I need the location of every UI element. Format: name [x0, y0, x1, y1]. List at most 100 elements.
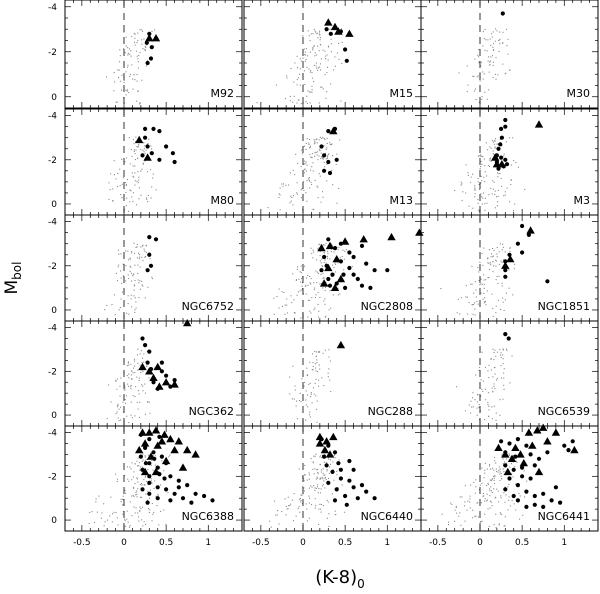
background-star [492, 255, 494, 257]
background-star [323, 300, 325, 302]
background-star [89, 511, 91, 513]
variable-star-triangle [330, 22, 340, 31]
background-star [474, 188, 476, 190]
background-star [480, 395, 482, 397]
background-star [328, 153, 330, 155]
background-star [137, 58, 139, 60]
variable-star-dot [147, 491, 152, 496]
background-star [138, 465, 140, 467]
variable-star-triangle [157, 437, 167, 445]
background-star [134, 159, 136, 161]
background-star [111, 304, 113, 306]
background-star [123, 31, 125, 33]
variable-star-dot [524, 443, 529, 448]
background-star [513, 503, 515, 505]
variable-star-triangle [528, 441, 537, 449]
background-star [512, 476, 514, 478]
background-star [304, 168, 306, 170]
background-star [282, 305, 284, 307]
background-star [325, 58, 327, 60]
background-star [314, 179, 316, 181]
background-star [489, 165, 491, 167]
variable-star-dot [351, 272, 356, 277]
background-star [498, 523, 500, 525]
background-star [493, 405, 495, 407]
background-star [133, 496, 135, 498]
background-star [491, 492, 493, 494]
background-star [298, 400, 300, 402]
background-star [490, 160, 492, 162]
background-star [136, 493, 138, 495]
background-star [132, 78, 134, 80]
background-star [489, 495, 491, 497]
background-star [304, 464, 306, 466]
panel-frame [420, 0, 599, 109]
background-star [344, 250, 346, 252]
variable-star-dot [499, 135, 504, 140]
background-star [129, 53, 131, 55]
background-star [144, 45, 146, 47]
background-star [487, 258, 489, 260]
variable-star-dot [159, 360, 164, 365]
y-tick-label: 0 [51, 306, 57, 316]
background-star [324, 259, 326, 261]
background-star [133, 176, 135, 178]
background-star [130, 266, 132, 268]
background-star [501, 454, 503, 456]
background-star [317, 484, 319, 486]
background-star [341, 256, 343, 258]
background-star [494, 40, 496, 42]
background-star [314, 55, 316, 57]
background-star [494, 190, 496, 192]
background-star [313, 143, 315, 145]
background-star [491, 478, 493, 480]
background-star [324, 477, 326, 479]
background-star [152, 455, 154, 457]
variable-star-dot [145, 60, 150, 66]
background-star [329, 379, 331, 381]
background-star [284, 498, 286, 500]
background-star [137, 408, 139, 410]
background-star [334, 56, 336, 58]
background-star [131, 251, 133, 253]
background-star [141, 39, 143, 41]
background-star [482, 31, 484, 33]
background-star [337, 487, 339, 489]
background-star [494, 147, 496, 149]
background-star [493, 469, 495, 471]
variable-star-dot [372, 496, 377, 501]
background-star [478, 48, 480, 50]
background-star [160, 510, 162, 512]
background-star [140, 148, 142, 150]
background-star [285, 514, 287, 516]
background-star [308, 138, 310, 140]
background-star [315, 31, 317, 33]
variable-star-dot [504, 162, 510, 167]
background-star [317, 159, 319, 161]
background-star [486, 485, 488, 487]
background-star [139, 266, 141, 268]
background-star [130, 388, 132, 390]
background-star [135, 507, 137, 509]
background-star [477, 266, 479, 268]
background-star [514, 466, 516, 468]
background-star [142, 525, 144, 527]
background-star [480, 161, 482, 163]
x-axis-label: (K-8)0 [315, 567, 365, 591]
variable-star-triangle [359, 235, 368, 243]
background-star [119, 307, 121, 309]
background-star [313, 28, 315, 30]
background-star [141, 29, 143, 31]
background-star [460, 524, 462, 526]
background-star [296, 193, 298, 195]
background-star [480, 379, 482, 381]
background-star [294, 174, 296, 176]
background-star [313, 485, 315, 487]
background-star [312, 257, 314, 259]
background-star [142, 390, 144, 392]
background-star [478, 209, 480, 211]
background-star [308, 177, 310, 179]
background-star [302, 476, 304, 478]
background-star [487, 483, 489, 485]
background-star [506, 187, 508, 189]
